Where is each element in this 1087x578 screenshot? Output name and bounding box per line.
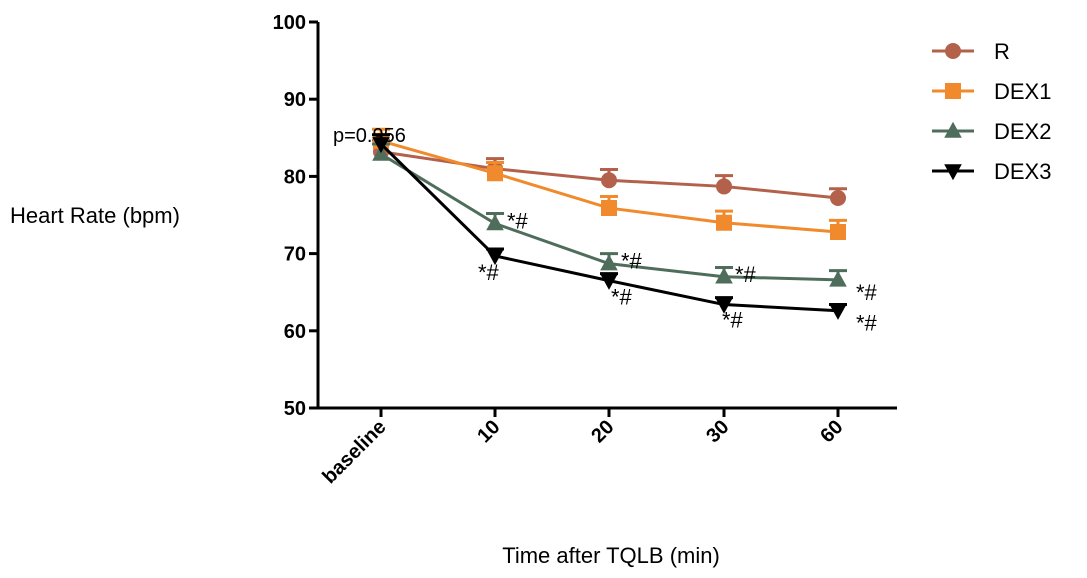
significance-annotation: *# [735, 262, 757, 287]
legend: R DEX1 DEX2 DEX3 [932, 39, 1051, 184]
x-tick-label: 60 [816, 416, 847, 447]
legend-marker [945, 43, 961, 59]
annotation-layer: p=0.956 *# *# *# *# *# *# *# *# [333, 125, 878, 336]
y-axis-label: Heart Rate (bpm) [10, 203, 180, 228]
y-tick-label: 100 [273, 12, 306, 34]
data-point [601, 200, 617, 217]
series-dex2 [372, 142, 847, 287]
legend-marker [944, 121, 962, 138]
data-point [487, 165, 503, 182]
legend-label: DEX2 [994, 119, 1051, 144]
data-point [830, 223, 846, 240]
x-axis-label: Time after TQLB (min) [502, 543, 720, 568]
y-tick-label: 60 [284, 321, 306, 343]
significance-annotation: *# [621, 249, 643, 274]
legend-item-dex2: DEX2 [932, 119, 1051, 144]
data-point [829, 270, 847, 287]
legend-marker [945, 83, 961, 99]
legend-marker [944, 164, 962, 181]
significance-annotation: *# [856, 311, 878, 336]
data-point [830, 190, 846, 207]
legend-item-dex1: DEX1 [932, 79, 1051, 104]
data-point [715, 297, 733, 314]
significance-annotation: *# [478, 260, 500, 285]
legend-item-r: R [932, 39, 1010, 64]
y-tick-label: 70 [284, 244, 306, 266]
significance-annotation: *# [507, 208, 529, 233]
x-tick-label: 30 [702, 416, 733, 447]
y-tick-label: 50 [284, 398, 306, 420]
x-tick-label: 10 [473, 416, 504, 447]
axes: 50 60 70 80 90 100 baseline 10 20 30 60 [273, 12, 897, 488]
legend-item-dex3: DEX3 [932, 159, 1051, 184]
series-dex3 [372, 133, 847, 320]
x-tick-label: baseline [318, 416, 390, 488]
data-point [829, 303, 847, 320]
data-point [372, 137, 390, 154]
p-value-annotation: p=0.956 [333, 125, 406, 147]
legend-label: DEX3 [994, 159, 1051, 184]
legend-label: DEX1 [994, 79, 1051, 104]
data-point [601, 172, 617, 189]
legend-label: R [994, 39, 1010, 64]
series-layer [372, 127, 847, 320]
data-point [486, 214, 504, 231]
data-point [486, 249, 504, 266]
data-point [600, 273, 618, 290]
significance-annotation: *# [611, 285, 633, 310]
y-tick-label: 90 [284, 89, 306, 111]
significance-annotation: *# [722, 308, 744, 333]
data-point [715, 267, 733, 284]
data-point [600, 254, 618, 271]
y-tick-label: 80 [284, 166, 306, 188]
data-point [716, 214, 732, 231]
significance-annotation: *# [856, 280, 878, 305]
data-point [716, 178, 732, 195]
x-tick-label: 20 [587, 416, 618, 447]
